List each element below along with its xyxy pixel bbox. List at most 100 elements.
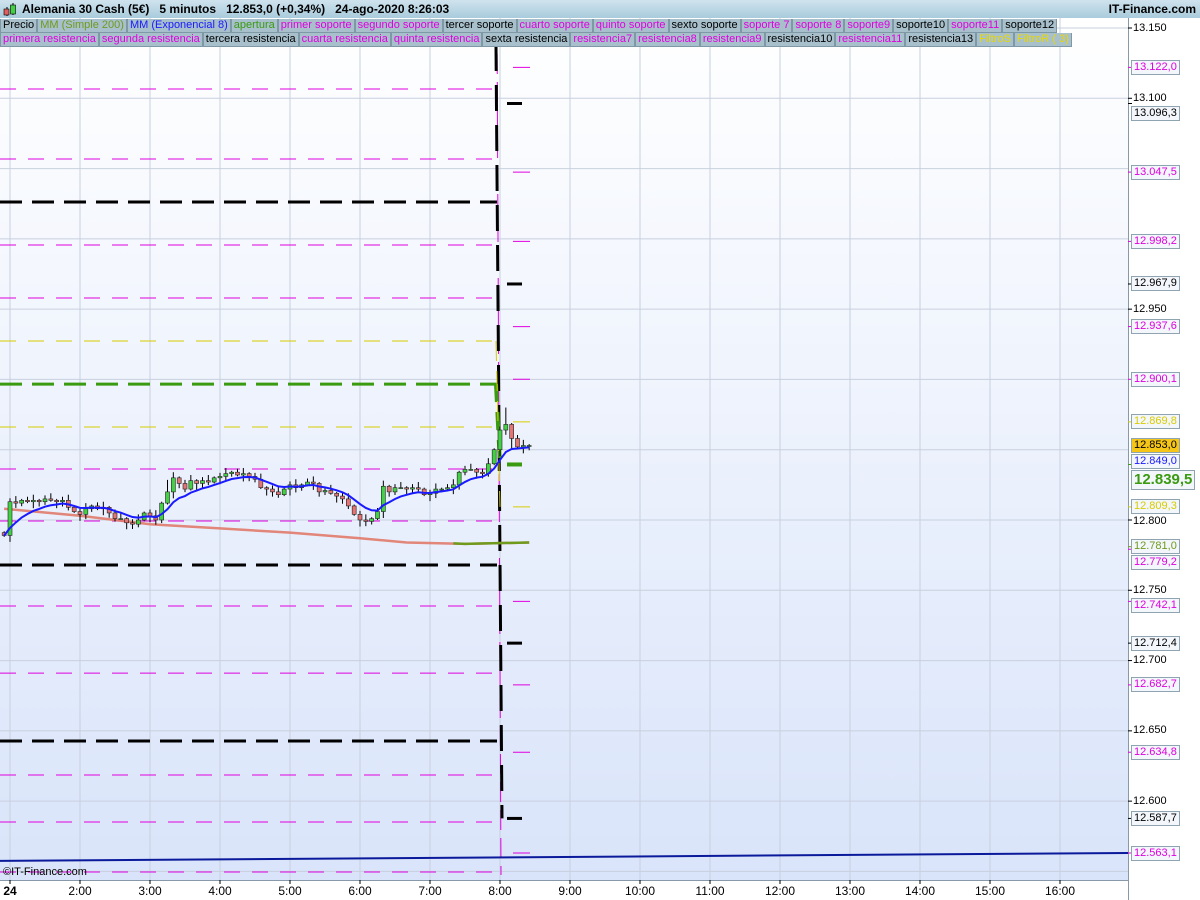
- candle-body: [375, 511, 380, 519]
- legend-item[interactable]: segunda resistencia: [98, 33, 203, 47]
- candle-body: [346, 498, 351, 507]
- legend-item[interactable]: FiltroR ( 3): [1013, 33, 1072, 47]
- legend-item[interactable]: soporte10: [893, 19, 949, 33]
- candle-body: [270, 488, 275, 493]
- y-tick-label: 12.600: [1133, 795, 1167, 807]
- legend-item[interactable]: sexto soporte: [668, 19, 741, 33]
- legend-item[interactable]: FiltroS: [976, 33, 1014, 47]
- price-level-label: 12.712,4: [1131, 636, 1180, 651]
- candle-body: [194, 480, 199, 484]
- y-tick-label: 12.700: [1133, 654, 1167, 666]
- title-bar: Alemania 30 Cash (5€) 5 minutos 12.853,0…: [0, 0, 1200, 19]
- candle-body: [456, 471, 462, 486]
- legend-item[interactable]: resistencia11: [835, 33, 906, 47]
- candle-body: [200, 480, 205, 484]
- legend-item[interactable]: soporte12: [1002, 19, 1058, 33]
- candle-body: [340, 495, 345, 500]
- legend-item[interactable]: MM (Simple 200): [37, 19, 127, 33]
- legend-item[interactable]: soporte9: [844, 19, 894, 33]
- candle-body: [25, 500, 30, 503]
- price-level-label: 12.781,0: [1131, 539, 1180, 554]
- candle-body: [410, 487, 415, 490]
- x-tick-label: 14:00: [904, 884, 936, 898]
- candle-body: [182, 483, 188, 490]
- candle-body: [188, 480, 194, 490]
- candle-body: [311, 481, 316, 484]
- legend-item[interactable]: soporte 8: [792, 19, 845, 33]
- candle-body: [404, 487, 409, 490]
- legend-item[interactable]: resistencia7: [570, 33, 636, 47]
- legend-item[interactable]: sexta resistencia: [482, 33, 571, 47]
- legend-item[interactable]: apertura: [230, 19, 278, 33]
- y-tick-label: 12.950: [1133, 303, 1167, 315]
- legend-item[interactable]: quinto soporte: [592, 19, 669, 33]
- legend-item[interactable]: resistencia10: [764, 33, 836, 47]
- brand-label: IT-Finance.com: [1108, 2, 1196, 16]
- legend-item[interactable]: tercer soporte: [442, 19, 517, 33]
- price-level-label: 12.563,1: [1131, 846, 1180, 861]
- legend-item[interactable]: tercera resistencia: [202, 33, 299, 47]
- legend-item[interactable]: Precio: [0, 19, 38, 33]
- candle-body: [36, 500, 42, 503]
- candle-body: [334, 492, 339, 497]
- candle-body: [136, 519, 141, 525]
- legend-item[interactable]: MM (Exponencial 8): [126, 19, 231, 33]
- candle-body: [276, 491, 281, 495]
- candle-body: [206, 480, 211, 483]
- candle-body: [264, 487, 269, 490]
- legend-item[interactable]: resistencia9: [699, 33, 765, 47]
- candle-body: [451, 484, 456, 488]
- legend-item[interactable]: resistencia13: [905, 33, 977, 47]
- candle-body: [515, 438, 520, 448]
- legend-item[interactable]: resistencia8: [635, 33, 700, 47]
- candle-body: [60, 500, 65, 503]
- legend-item[interactable]: segundo soporte: [354, 19, 443, 33]
- sma200-line: [4, 507, 530, 546]
- x-tick-label: 8:00: [488, 884, 512, 898]
- legend-row-2: primera resistencia segunda resistencia te…: [0, 33, 1072, 47]
- candle-body: [171, 477, 176, 493]
- plot-background: [0, 18, 1128, 880]
- y-tick-label: 13.150: [1133, 22, 1167, 34]
- legend-item[interactable]: soporte 7: [740, 19, 793, 33]
- legend-item[interactable]: cuarto soporte: [516, 19, 593, 33]
- candle-body: [118, 518, 124, 520]
- candle-body: [223, 473, 229, 477]
- level-transition-black: [494, 44, 504, 819]
- candle-body: [7, 501, 13, 536]
- candle-body: [42, 498, 48, 503]
- candle-body: [211, 477, 217, 483]
- price-level-label: 12.634,8: [1131, 745, 1180, 760]
- x-tick-label: 10:00: [624, 884, 656, 898]
- candle-body: [357, 514, 363, 521]
- candle-body: [398, 487, 404, 489]
- candle-body: [468, 469, 474, 471]
- sma200-line-green: [453, 541, 530, 546]
- legend-item[interactable]: quinta resistencia: [390, 33, 483, 47]
- legend-item[interactable]: primera resistencia: [0, 33, 99, 47]
- candle-body: [462, 469, 468, 473]
- legend-item[interactable]: soporte11: [948, 19, 1003, 33]
- candle-body: [439, 488, 444, 491]
- x-tick-label: 15:00: [974, 884, 1006, 898]
- x-tick-label: 11:00: [695, 884, 725, 898]
- ema8-line: [3, 446, 530, 537]
- x-tick-label: 2:00: [68, 884, 92, 898]
- price-level-label: 13.122,0: [1131, 60, 1180, 75]
- candle-body: [392, 487, 398, 493]
- price-level-label: 12.742,1: [1131, 598, 1180, 613]
- legend-item[interactable]: primer soporte: [277, 19, 355, 33]
- candle-body: [497, 429, 503, 451]
- candle-body: [19, 500, 24, 504]
- candle-body: [491, 449, 497, 465]
- price-level-label: 12.900,1: [1131, 372, 1180, 387]
- price-level-label: 12.967,9: [1131, 276, 1180, 291]
- legend-item[interactable]: cuarta resistencia: [298, 33, 391, 47]
- candle-body: [31, 500, 36, 503]
- candlestick-logo-icon: [3, 3, 16, 16]
- time-axis-background: [0, 880, 1128, 900]
- candle-body: [416, 487, 421, 490]
- price-level-label: 12.587,7: [1131, 811, 1180, 826]
- x-tick-label: 24: [3, 884, 17, 898]
